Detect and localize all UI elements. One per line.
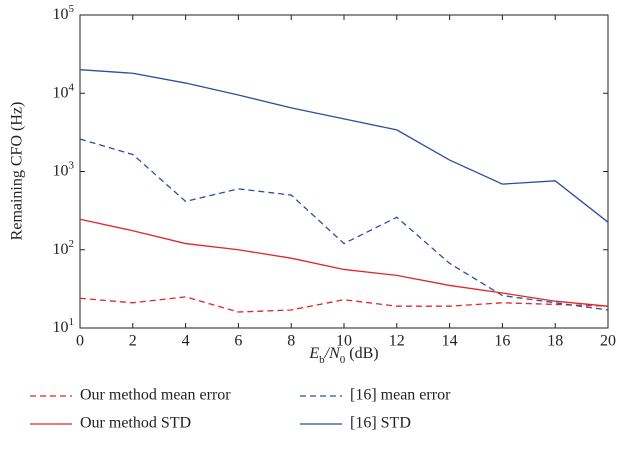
legend-label: Our method STD <box>80 415 191 432</box>
legend-label: Our method mean error <box>80 387 231 404</box>
x-tick-label: 14 <box>442 333 458 350</box>
x-tick-label: 18 <box>547 333 563 350</box>
series-line <box>79 138 609 311</box>
x-tick-label: 0 <box>76 333 84 350</box>
y-tick-label: 102 <box>53 237 75 257</box>
x-tick-label: 6 <box>234 333 242 350</box>
series-line <box>79 218 609 307</box>
series-line <box>79 69 609 223</box>
legend-label: [16] mean error <box>350 387 451 404</box>
x-tick-label: 12 <box>389 333 405 350</box>
x-axis-label: Eb/N0 (dB) <box>308 345 378 366</box>
plot-frame <box>79 14 609 329</box>
y-tick-label: 103 <box>53 159 75 179</box>
x-tick-label: 16 <box>494 333 510 350</box>
y-tick-label: 101 <box>53 316 75 336</box>
x-tick-label: 4 <box>182 333 190 350</box>
series-line <box>79 296 609 313</box>
y-tick-label: 105 <box>53 3 75 23</box>
x-tick-label: 20 <box>600 333 616 350</box>
y-tick-label: 104 <box>53 81 75 101</box>
x-tick-label: 10 <box>336 333 352 350</box>
legend-label: [16] STD <box>350 415 411 432</box>
x-tick-label: 8 <box>287 333 295 350</box>
y-axis-label: Remaining CFO (Hz) <box>9 102 26 241</box>
x-tick-label: 2 <box>129 333 137 350</box>
